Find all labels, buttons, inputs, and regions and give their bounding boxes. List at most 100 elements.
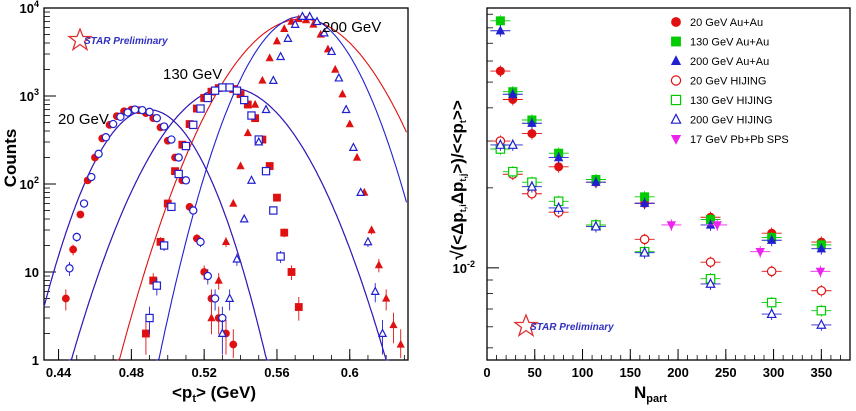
left-data-point — [221, 237, 231, 246]
left-data-point — [246, 175, 257, 184]
right-data-point — [705, 219, 716, 229]
left-data-point — [389, 320, 398, 329]
left-data-point — [203, 271, 212, 281]
right-plot-frame — [486, 7, 851, 361]
left-data-point — [174, 169, 183, 179]
right-data-point — [507, 166, 518, 177]
svg-text:√(<Δpt,iΔpt,j>)/<<pt>>: √(<Δpt,iΔpt,j>)/<<pt>> — [448, 100, 468, 260]
left-data-point — [116, 112, 125, 122]
left-x-tick-label: 0.56 — [264, 365, 289, 380]
star-logo-icon — [67, 27, 93, 52]
left-data-point — [290, 19, 300, 28]
left-data-point — [142, 329, 150, 338]
right-data-point — [527, 117, 537, 127]
left-data-point — [87, 172, 96, 182]
left-data-point — [305, 11, 315, 21]
right-data-point — [590, 220, 602, 231]
right-data-point — [639, 234, 650, 245]
right-data-point — [495, 139, 506, 149]
right-x-tick-label: 150 — [619, 365, 641, 380]
left-data-points — [61, 11, 405, 359]
left-data-point — [367, 225, 376, 234]
left-data-point — [72, 232, 81, 242]
right-data-point — [527, 129, 537, 139]
left-data-point — [145, 107, 154, 117]
left-data-point — [159, 122, 169, 131]
left-data-point — [261, 104, 271, 114]
right-data-points — [490, 15, 832, 331]
legend-entry: 20 GeV HIJING — [690, 76, 766, 88]
left-data-point — [287, 268, 296, 276]
left-data-point — [138, 105, 147, 115]
left-x-tick-label: 0.6 — [341, 365, 359, 380]
legend-entry: 130 GeV HIJING — [690, 95, 773, 107]
left-data-point — [265, 53, 274, 62]
label-20gev: 20 GeV — [58, 111, 109, 128]
right-data-point — [526, 180, 538, 191]
right-data-point — [816, 305, 827, 316]
left-data-point — [167, 135, 176, 144]
legend-marker — [670, 55, 682, 65]
left-data-point — [334, 72, 344, 82]
left-data-point — [232, 253, 242, 263]
left-data-point — [79, 199, 89, 208]
right-data-point — [755, 248, 765, 257]
right-data-point — [766, 308, 777, 319]
left-data-point — [396, 339, 405, 348]
left-data-point — [377, 328, 388, 337]
left-data-point — [352, 152, 362, 161]
left-y-tick-label: 1 — [32, 353, 39, 368]
right-data-point — [766, 234, 777, 244]
left-fit-curve — [156, 15, 408, 361]
right-x-tick-label: 200 — [667, 365, 689, 380]
right-data-point — [766, 297, 777, 308]
left-data-point — [276, 51, 286, 61]
right-data-point — [705, 278, 716, 288]
left-data-point — [181, 141, 191, 151]
left-data-point — [94, 149, 103, 159]
left-data-point — [326, 46, 337, 56]
left-data-point — [247, 111, 256, 120]
right-data-point — [639, 197, 650, 207]
right-data-point — [705, 257, 716, 268]
left-data-point — [145, 313, 154, 323]
left-data-point — [210, 294, 220, 303]
right-x-axis-title: Npart — [634, 383, 667, 405]
left-fit-curve — [116, 18, 408, 361]
legend-marker — [670, 113, 682, 124]
legend-entry: 20 GeV Au+Au — [690, 17, 763, 29]
left-data-point — [294, 303, 303, 311]
left-data-point — [254, 136, 264, 146]
right-data-point — [507, 139, 518, 149]
left-fit-curves — [43, 15, 408, 361]
legend-marker — [671, 36, 681, 47]
left-y-axis-ticks: 1 10 102 103 104 — [20, 0, 56, 368]
left-y-tick-label: 102 — [20, 175, 39, 192]
left-data-point — [243, 128, 252, 137]
left-data-point — [218, 83, 227, 92]
right-data-point — [766, 266, 777, 277]
label-130gev: 130 GeV — [163, 66, 222, 83]
right-data-point — [495, 16, 505, 26]
left-fit-curve — [43, 109, 270, 361]
left-data-point — [363, 236, 373, 246]
left-y-tick-label: 103 — [20, 87, 39, 104]
left-data-point — [269, 206, 278, 215]
left-data-point — [232, 86, 242, 95]
left-data-point — [196, 104, 205, 113]
left-data-point — [196, 237, 205, 247]
right-data-point — [816, 243, 827, 253]
left-data-point — [276, 252, 285, 261]
legend-entry: 130 GeV Au+Au — [690, 37, 769, 49]
left-data-point — [229, 198, 238, 207]
right-y-axis-title: √(<Δpt,iΔpt,j>)/<<pt>> — [448, 100, 468, 260]
left-data-point — [283, 33, 293, 42]
right-legend: 20 GeV Au+Au 130 GeV Au+Au 200 GeV Au+Au 20… — [670, 17, 789, 146]
legend-marker — [671, 17, 681, 27]
left-data-point — [356, 187, 366, 197]
left-data-point — [167, 202, 176, 212]
left-data-point — [251, 99, 260, 108]
left-data-point — [214, 275, 223, 284]
left-y-axis-title: Counts — [1, 129, 20, 188]
